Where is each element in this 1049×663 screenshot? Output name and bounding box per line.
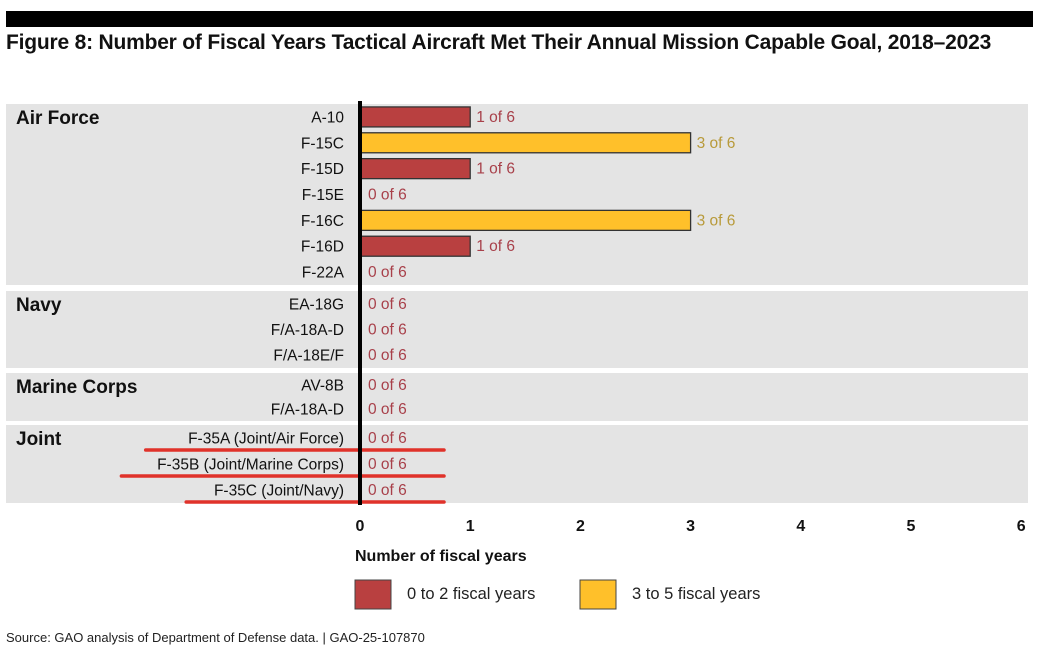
- category-label: F/A-18E/F: [273, 348, 344, 365]
- data-label: 0 of 6: [368, 322, 407, 339]
- data-label: 0 of 6: [368, 377, 407, 394]
- category-label: F-15E: [302, 187, 344, 204]
- group-band: [6, 104, 1028, 285]
- bar: [359, 235, 471, 257]
- category-label: F-22A: [302, 265, 345, 282]
- legend-swatch: [354, 579, 392, 610]
- legend-swatch: [579, 579, 617, 610]
- category-label: F-15D: [301, 161, 344, 178]
- data-label: 0 of 6: [368, 430, 407, 447]
- data-label: 3 of 6: [697, 212, 736, 229]
- data-label: 0 of 6: [368, 296, 407, 313]
- category-label: AV-8B: [301, 378, 344, 395]
- data-label: 0 of 6: [368, 187, 407, 204]
- category-label: F-35C (Joint/Navy): [214, 483, 344, 500]
- header-bar: [6, 11, 1033, 27]
- bar: [359, 132, 692, 154]
- group-label: Navy: [16, 295, 62, 316]
- data-label: 0 of 6: [368, 401, 407, 418]
- x-tick-label: 6: [1017, 518, 1026, 535]
- x-tick-label: 4: [796, 518, 805, 535]
- category-label: F-35A (Joint/Air Force): [188, 431, 344, 448]
- data-label: 1 of 6: [476, 238, 515, 255]
- figure-title: Figure 8: Number of Fiscal Years Tactica…: [6, 31, 992, 54]
- data-label: 0 of 6: [368, 482, 407, 499]
- x-axis-title: Number of fiscal years: [355, 548, 527, 565]
- category-label: F-16C: [301, 213, 344, 230]
- group-label: Air Force: [16, 108, 99, 129]
- data-label: 1 of 6: [476, 161, 515, 178]
- data-label: 0 of 6: [368, 456, 407, 473]
- group-band: [6, 373, 1028, 421]
- category-label: A-10: [311, 109, 344, 126]
- legend-label: 0 to 2 fiscal years: [407, 585, 535, 603]
- bar: [359, 157, 471, 180]
- category-label: F/A-18A-D: [271, 322, 344, 339]
- bar: [359, 209, 692, 232]
- x-tick-label: 0: [356, 518, 365, 535]
- x-tick-label: 3: [686, 518, 695, 535]
- category-label: EA-18G: [289, 296, 344, 313]
- x-tick-label: 1: [466, 518, 475, 535]
- group-label: Joint: [16, 429, 62, 450]
- data-label: 0 of 6: [368, 347, 407, 364]
- legend-label: 3 to 5 fiscal years: [632, 585, 760, 603]
- group-band: [6, 425, 1028, 503]
- category-label: F-16D: [301, 239, 344, 256]
- group-label: Marine Corps: [16, 377, 137, 398]
- data-label: 1 of 6: [476, 109, 515, 126]
- category-label: F-35B (Joint/Marine Corps): [157, 457, 344, 474]
- source-note: Source: GAO analysis of Department of De…: [6, 630, 425, 645]
- data-label: 3 of 6: [697, 135, 736, 152]
- group-band: [6, 291, 1028, 368]
- category-label: F-15C: [301, 135, 344, 152]
- bar: [359, 106, 471, 128]
- category-label: F/A-18A-D: [271, 402, 344, 419]
- data-label: 0 of 6: [368, 264, 407, 281]
- x-tick-label: 5: [907, 518, 916, 535]
- x-tick-label: 2: [576, 518, 585, 535]
